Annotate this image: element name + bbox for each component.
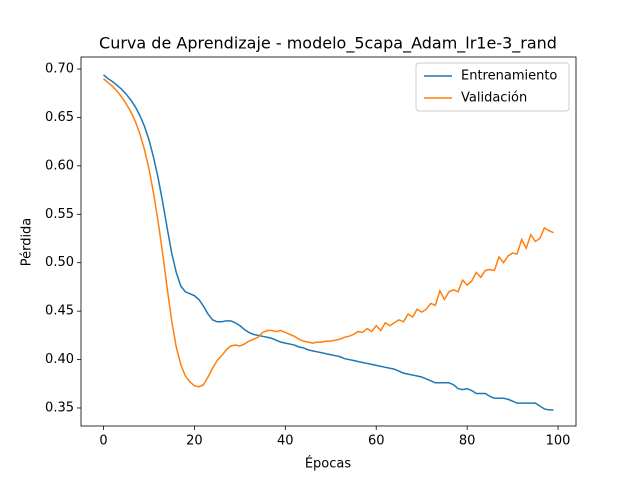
y-tick-label: 0.65 <box>45 110 74 125</box>
plot-frame <box>80 56 577 427</box>
y-tick-label: 0.70 <box>45 62 74 77</box>
y-tick-label: 0.35 <box>45 400 74 415</box>
x-tick-label: 80 <box>459 434 476 449</box>
x-axis-label: Épocas <box>305 456 352 472</box>
x-tick-label: 0 <box>99 434 107 449</box>
line-series <box>103 78 554 388</box>
y-axis-label: Pérdida <box>20 218 35 267</box>
x-tick-label: 40 <box>277 434 294 449</box>
x-tick-label: 20 <box>186 434 203 449</box>
x-tick-label: 60 <box>368 434 385 449</box>
x-tick-label: 100 <box>546 434 571 449</box>
y-tick-label: 0.40 <box>45 352 74 367</box>
y-tick-label: 0.45 <box>45 304 74 319</box>
y-tick-label: 0.50 <box>45 255 74 270</box>
y-tick-label: 0.60 <box>45 158 74 173</box>
legend-label: Validación <box>461 91 527 106</box>
chart-title: Curva de Aprendizaje - modelo_5capa_Adam… <box>99 34 557 54</box>
y-tick-label: 0.55 <box>45 207 74 222</box>
line-series <box>103 74 554 411</box>
legend-label: Entrenamiento <box>461 69 557 84</box>
legend-box <box>415 62 570 112</box>
